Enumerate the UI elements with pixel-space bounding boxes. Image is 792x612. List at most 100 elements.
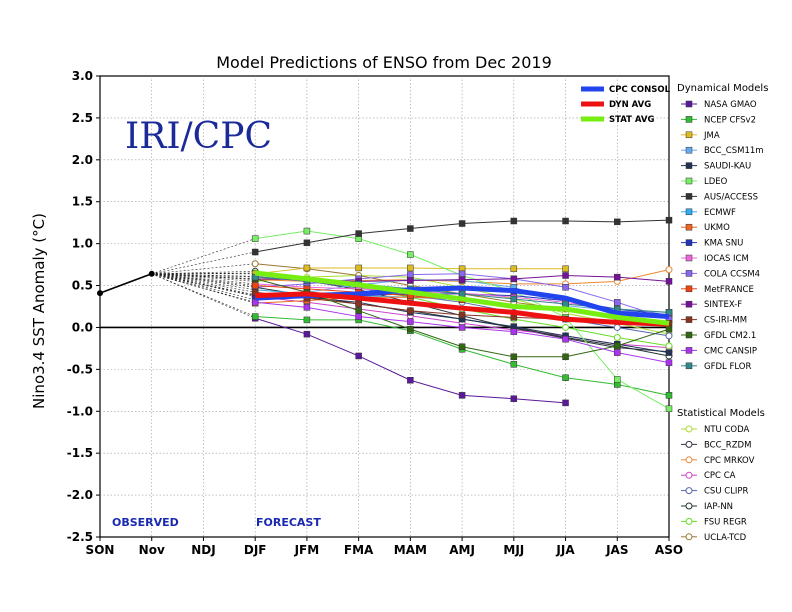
legend-label: CPC MRKOV (704, 456, 755, 466)
model-point (355, 264, 362, 272)
connector-line (151, 273, 256, 293)
legend-swatch-marker (685, 471, 693, 479)
connector-line (151, 273, 256, 296)
connector-line (151, 273, 256, 278)
legend-swatch-marker (685, 533, 693, 541)
x-tick-label: AMJ (449, 543, 475, 557)
legend-label: LDEO (704, 177, 728, 187)
model-point (665, 278, 673, 285)
model-point (562, 323, 570, 331)
legend-swatch-marker (685, 100, 693, 108)
model-point (355, 307, 362, 314)
headline-legend-label: DYN AVG (609, 100, 651, 110)
observed-point (148, 270, 155, 277)
legend-swatch-marker (685, 239, 693, 246)
x-tick-label: JAS (605, 543, 628, 557)
model-point (251, 248, 259, 256)
model-point (407, 225, 414, 232)
watermark-logo: IRI/CPC (125, 116, 272, 157)
model-point (510, 328, 518, 335)
legend-label: SAUDI-KAU (704, 162, 751, 172)
model-point (458, 343, 466, 350)
headline-legend-label: CPC CONSOL (609, 85, 671, 95)
model-point (303, 316, 311, 324)
model-point (614, 376, 621, 383)
model-point (562, 272, 569, 279)
model-point (303, 264, 311, 272)
x-tick-label: MJJ (503, 543, 524, 557)
model-point (665, 325, 673, 333)
legend-swatch-marker (685, 223, 693, 231)
y-tick-label: 0.0 (72, 320, 93, 334)
x-tick-label: FMA (344, 543, 374, 557)
legend-swatch-marker (685, 502, 693, 510)
legend-label: JMA (703, 131, 720, 141)
connector-line (151, 273, 256, 319)
legend-swatch-marker (685, 208, 693, 216)
y-tick-label: 0.5 (72, 279, 93, 293)
y-tick-label: -2.0 (67, 488, 93, 502)
model-point (251, 235, 259, 242)
dynamical-models-heading: Dynamical Models (677, 83, 768, 94)
legend-swatch-marker (685, 193, 693, 200)
model-point (562, 335, 569, 343)
x-tick-label: SON (86, 543, 115, 557)
legend-swatch-marker (685, 425, 693, 433)
model-point (562, 217, 569, 225)
model-point (510, 314, 518, 321)
connector-line (151, 251, 256, 275)
y-tick-label: -1.0 (67, 404, 93, 418)
model-point (613, 323, 621, 331)
legend-label: COLA CCSM4 (704, 269, 760, 279)
connector-line (151, 273, 256, 291)
model-point (665, 349, 673, 356)
x-tick-label: JJA (555, 543, 575, 557)
statistical-models-heading: Statistical Models (677, 408, 765, 419)
model-point (562, 283, 569, 291)
legend-swatch-marker (685, 177, 693, 185)
legend-swatch-marker (685, 347, 693, 354)
model-point (510, 275, 518, 283)
model-point (303, 304, 311, 311)
legend-swatch-marker (685, 285, 693, 293)
model-point (303, 330, 311, 338)
connector-line (151, 273, 256, 286)
model-point (510, 353, 518, 361)
model-point (614, 218, 621, 226)
model-point (355, 300, 362, 308)
legend-swatch-marker (685, 300, 693, 308)
model-point (251, 282, 259, 289)
forecast-label: FORECAST (256, 516, 321, 529)
headline-series-line (255, 291, 670, 327)
y-tick-label: 2.0 (72, 153, 93, 167)
plot-area: SON Nov NDJ DJF JFM FMA MAM AMJ MJJ JJA JAS ASO 3.0 2… (67, 69, 683, 557)
x-tick-label: ASO (655, 543, 683, 557)
legend-swatch-marker (685, 487, 693, 495)
model-point (510, 265, 518, 273)
observed-label: OBSERVED (112, 516, 179, 529)
model-point (614, 273, 621, 281)
legend-swatch-marker (685, 146, 693, 154)
model-point (407, 264, 414, 272)
model-point (407, 271, 414, 278)
legend-label: AUS/ACCESS (704, 192, 758, 202)
model-point (510, 361, 518, 368)
model-point (458, 392, 466, 399)
model-point (665, 342, 673, 350)
model-point (407, 377, 414, 384)
model-point (614, 342, 621, 350)
legend-swatch-marker (685, 254, 693, 262)
model-point (510, 295, 518, 303)
y-tick-label: 2.5 (72, 111, 93, 125)
legend-swatch-marker (685, 440, 693, 448)
model-point (665, 405, 673, 413)
legend-swatch-marker (685, 517, 693, 525)
model-point (613, 334, 621, 342)
legend-swatch-marker (685, 331, 693, 339)
model-point (510, 395, 518, 402)
connector-line (151, 263, 256, 275)
headline-series-line (254, 270, 670, 326)
model-point (562, 353, 569, 361)
model-point (355, 230, 362, 237)
legend-label: SINTEX-F (704, 300, 742, 310)
